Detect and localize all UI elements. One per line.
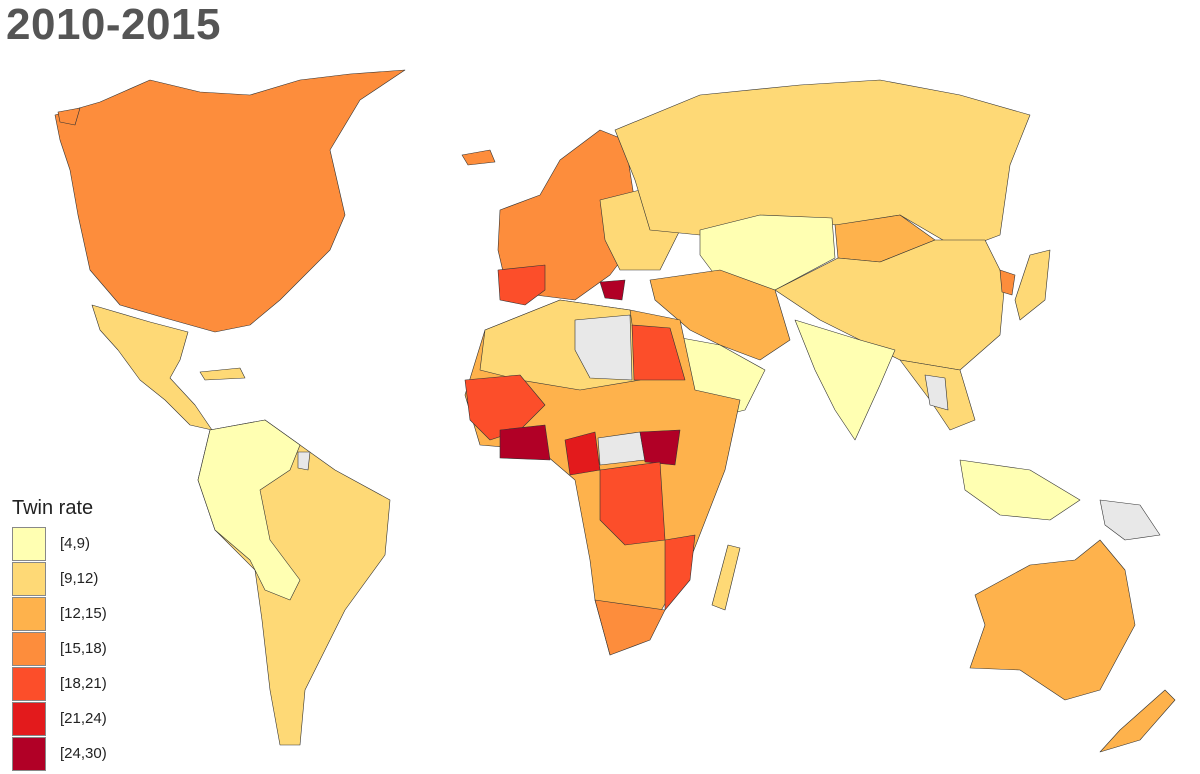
legend-label: [12,15) [60,605,107,622]
legend-item: [15,18) [12,631,107,666]
region-southeast-asia-nodata [924,374,949,411]
region-china [774,239,1006,371]
legend-item: [21,24) [12,701,107,736]
region-congo [599,461,666,546]
legend-swatch [12,666,46,701]
region-caribbean [199,367,246,381]
legend-title: Twin rate [12,497,94,519]
region-greece [599,279,626,301]
legend-item: [12,15) [12,596,107,631]
region-alaska-west [57,107,81,126]
legend-label: [9,12) [60,570,99,587]
legend-swatch [12,736,46,771]
region-ghana-ivory-coast [499,424,551,461]
legend-swatch [12,526,46,561]
region-north-america [54,69,406,333]
region-japan [1014,249,1051,321]
region-nigeria [564,431,601,476]
legend-item: [18,21) [12,666,107,701]
region-iberia [497,264,546,306]
legend-swatch [12,701,46,736]
region-south-america-nodata [297,451,311,471]
map-title: 2010-2015 [6,0,221,49]
region-south-sudan [639,429,681,466]
legend-item: [24,30) [12,736,107,771]
region-madagascar [711,544,741,611]
region-central-asia [699,214,836,291]
legend-label: [4,9) [60,535,91,552]
region-korea [999,269,1016,296]
region-india [794,319,896,441]
legend-label: [15,18) [60,640,107,657]
legend-item: [9,12) [12,561,107,596]
region-south-america-northwest [197,419,301,601]
legend-label: [18,21) [60,675,107,692]
legend-label: [21,24) [60,710,107,727]
region-mozambique [664,534,696,611]
legend-swatch [12,596,46,631]
region-iceland [461,149,496,166]
region-central-african-nodata [597,431,646,466]
legend: Twin rate [4,9) [9,12) [12,15) [15,18) [… [12,497,107,771]
legend-swatch [12,631,46,666]
region-papua [1099,499,1161,541]
region-southern-africa [594,599,666,656]
region-australia [969,539,1136,701]
region-indonesia [959,459,1081,521]
region-middle-east [649,269,791,361]
legend-item: [4,9) [12,526,107,561]
legend-label: [24,30) [60,745,107,762]
region-new-zealand [1099,689,1176,753]
region-egypt [631,324,686,381]
region-libya [574,314,633,381]
legend-swatch [12,561,46,596]
